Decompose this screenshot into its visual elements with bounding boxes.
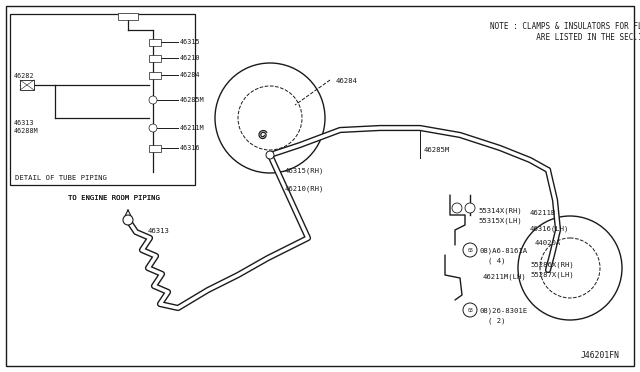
Bar bbox=[149, 55, 161, 62]
Bar bbox=[149, 39, 161, 46]
Text: ARE LISTED IN THE SEC.173: ARE LISTED IN THE SEC.173 bbox=[490, 33, 640, 42]
Text: NOTE : CLAMPS & INSULATORS FOR FLOOR AND REAR: NOTE : CLAMPS & INSULATORS FOR FLOOR AND… bbox=[490, 22, 640, 31]
Text: 46211M: 46211M bbox=[180, 125, 205, 131]
Text: 08: 08 bbox=[467, 308, 473, 312]
Text: 55287X(LH): 55287X(LH) bbox=[530, 272, 573, 279]
Text: 46211M(LH): 46211M(LH) bbox=[483, 274, 527, 280]
Circle shape bbox=[452, 203, 462, 213]
Text: 46210(RH): 46210(RH) bbox=[285, 185, 324, 192]
Text: 08)A6-8161A: 08)A6-8161A bbox=[479, 248, 527, 254]
Text: 46210: 46210 bbox=[180, 55, 200, 61]
Circle shape bbox=[465, 203, 475, 213]
Bar bbox=[20, 80, 34, 90]
Text: TO ENGINE ROOM PIPING: TO ENGINE ROOM PIPING bbox=[68, 195, 160, 201]
Circle shape bbox=[149, 124, 157, 132]
Circle shape bbox=[149, 96, 157, 104]
Text: 08: 08 bbox=[467, 247, 473, 253]
Bar bbox=[149, 72, 161, 79]
Bar bbox=[149, 145, 161, 152]
Text: DETAIL OF TUBE PIPING: DETAIL OF TUBE PIPING bbox=[15, 175, 107, 181]
Text: 46315(RH): 46315(RH) bbox=[285, 167, 324, 173]
Text: 46313: 46313 bbox=[14, 120, 35, 126]
Text: J46201FN: J46201FN bbox=[581, 351, 620, 360]
Circle shape bbox=[266, 151, 274, 159]
Text: 46285M: 46285M bbox=[180, 97, 205, 103]
Text: 46284: 46284 bbox=[180, 72, 200, 78]
Text: 46282: 46282 bbox=[14, 73, 35, 79]
Text: ( 4): ( 4) bbox=[488, 258, 506, 264]
Bar bbox=[10, 14, 195, 185]
Text: 46284: 46284 bbox=[336, 78, 358, 84]
Text: 46285M: 46285M bbox=[424, 147, 451, 153]
Text: 46288M: 46288M bbox=[14, 128, 39, 134]
Text: ( 2): ( 2) bbox=[488, 318, 506, 324]
Circle shape bbox=[123, 215, 133, 225]
Circle shape bbox=[463, 243, 477, 257]
Text: 46316(LH): 46316(LH) bbox=[530, 225, 570, 231]
Text: 08)26-8301E: 08)26-8301E bbox=[479, 308, 527, 314]
Text: 44020A: 44020A bbox=[535, 240, 561, 246]
Circle shape bbox=[463, 303, 477, 317]
Text: 55315X(LH): 55315X(LH) bbox=[478, 218, 522, 224]
Text: 55286X(RH): 55286X(RH) bbox=[530, 262, 573, 269]
Text: TO ENGINE ROOM PIPING: TO ENGINE ROOM PIPING bbox=[68, 195, 160, 201]
Text: 46313: 46313 bbox=[148, 228, 170, 234]
Text: 46211B: 46211B bbox=[530, 210, 556, 216]
Text: 46315: 46315 bbox=[180, 39, 200, 45]
Text: 55314X(RH): 55314X(RH) bbox=[478, 208, 522, 215]
Text: 46316: 46316 bbox=[180, 145, 200, 151]
Bar bbox=[118, 13, 138, 20]
